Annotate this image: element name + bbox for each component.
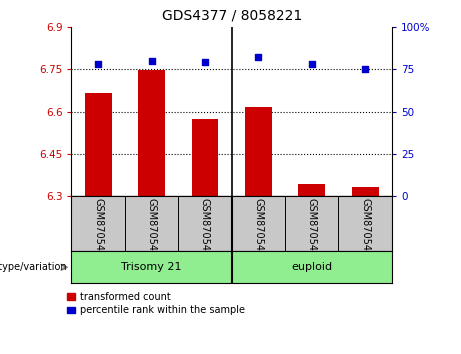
Point (361, 66, 369, 72)
Bar (138, 70, 165, 196)
Bar (245, 107, 272, 196)
Bar (192, 119, 219, 196)
Point (95, 61, 102, 67)
Point (308, 61, 315, 67)
Bar (352, 187, 378, 196)
Point (201, 59, 209, 65)
Text: euploid: euploid (291, 262, 332, 272)
Text: Trisomy 21: Trisomy 21 (121, 262, 182, 272)
Point (254, 54, 262, 60)
Text: genotype/variation: genotype/variation (0, 262, 67, 272)
Legend: transformed count, percentile rank within the sample: transformed count, percentile rank withi… (67, 292, 245, 315)
Bar (298, 184, 325, 196)
Point (148, 58, 155, 63)
Bar (85, 93, 112, 196)
Title: GDS4377 / 8058221: GDS4377 / 8058221 (161, 8, 302, 23)
